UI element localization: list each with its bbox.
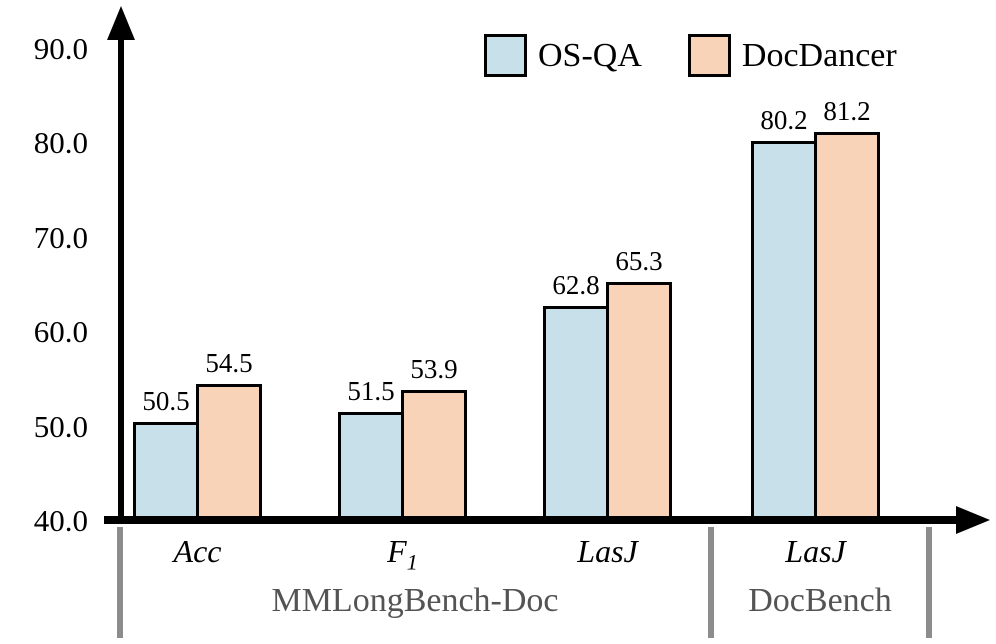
category-label-acc: Acc — [173, 533, 222, 569]
bar-value-label: 51.5 — [347, 376, 395, 407]
bar-docdancer-0 — [196, 383, 262, 524]
category-label-lasj: LasJ — [785, 533, 846, 569]
y-tick-label-90.0: 90.0 — [33, 30, 88, 66]
bar-docdancer-3 — [814, 131, 880, 524]
legend-item-docdancer: DocDancer — [687, 34, 897, 77]
y-tick-label-50.0: 50.0 — [33, 408, 88, 444]
group-label-mmlongbench-doc: MMLongBench-Doc — [271, 582, 559, 619]
x-axis-line — [104, 516, 960, 524]
legend: OS-QA DocDancer — [484, 34, 897, 77]
category-label-f1: F1 — [387, 533, 418, 575]
y-tick-label-40.0: 40.0 — [33, 503, 88, 538]
category-label-lasj: LasJ — [577, 533, 638, 569]
bar-os-qa-0 — [133, 421, 199, 524]
bar-os-qa-2 — [543, 305, 609, 524]
y-tick-label-70.0: 70.0 — [33, 219, 88, 255]
bar-value-label: 50.5 — [142, 385, 190, 416]
group-separator-left — [117, 527, 123, 638]
y-tick-label-80.0: 80.0 — [33, 125, 88, 160]
legend-item-os-qa: OS-QA — [484, 34, 642, 77]
bar-docdancer-2 — [606, 281, 672, 524]
y-tick-label-60.0: 60.0 — [33, 314, 88, 349]
bar-os-qa-3 — [751, 141, 817, 524]
bar-value-label: 62.8 — [552, 269, 600, 300]
bar-value-label: 54.5 — [205, 347, 253, 378]
legend-swatch-os-qa — [484, 34, 527, 77]
legend-label-os-qa: OS-QA — [538, 36, 642, 74]
bar-value-label: 80.2 — [760, 105, 808, 136]
group-separator-right — [926, 527, 932, 638]
y-axis-line — [118, 28, 124, 524]
y-axis-arrow-icon — [107, 6, 135, 40]
group-separator-middle — [708, 527, 714, 638]
bar-value-label: 65.3 — [615, 245, 663, 276]
group-label-docbench: DocBench — [748, 582, 892, 619]
bar-docdancer-1 — [401, 389, 467, 524]
legend-label-docdancer: DocDancer — [741, 36, 897, 74]
bar-value-label: 53.9 — [410, 353, 458, 384]
bar-value-label: 81.2 — [823, 95, 871, 126]
bar-os-qa-1 — [338, 412, 404, 524]
x-axis-arrow-icon — [956, 506, 990, 534]
legend-swatch-docdancer — [687, 34, 731, 77]
